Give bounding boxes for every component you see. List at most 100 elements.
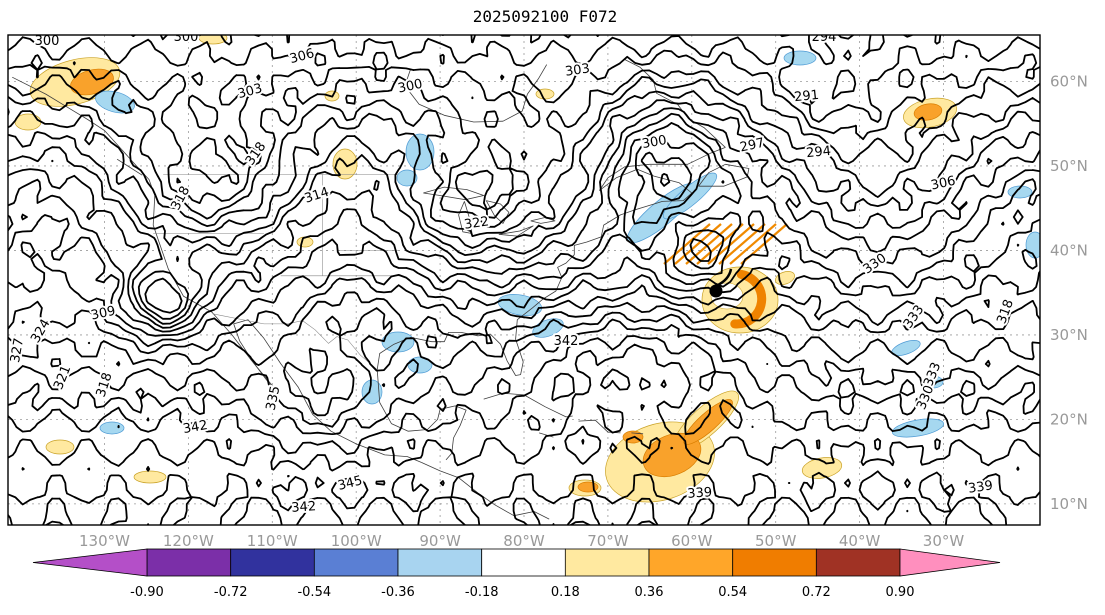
contour-line xyxy=(8,335,1040,455)
contour-label: 318 xyxy=(994,298,1017,326)
coastline xyxy=(631,432,644,435)
lat-tick-label: 60°N xyxy=(1050,72,1088,90)
lat-tick-label: 20°N xyxy=(1050,410,1088,428)
contour-label: 294 xyxy=(806,144,832,162)
contour-label: 291 xyxy=(794,88,820,106)
map-frame xyxy=(7,34,1041,526)
lon-tick-label: 120°W xyxy=(163,532,214,550)
lon-tick-label: 110°W xyxy=(247,532,298,550)
contour-label: 330 xyxy=(914,383,937,412)
shaded-region-warm2 xyxy=(683,399,733,445)
colorbar-segment xyxy=(481,548,566,577)
colorbar-tick-label: 0.90 xyxy=(886,585,915,600)
contour-label: 339 xyxy=(967,478,994,496)
shaded-region-cold xyxy=(99,421,125,435)
shaded-region-cold xyxy=(1025,231,1040,259)
contour-line xyxy=(8,69,1040,228)
coastline xyxy=(624,59,726,148)
colorbar-over-arrow xyxy=(899,548,1001,577)
colorbar-under-arrow xyxy=(32,548,148,577)
lon-tick-label: 130°W xyxy=(79,532,130,550)
contour-line xyxy=(8,173,1040,355)
colorbar-segment xyxy=(815,548,901,577)
coastline xyxy=(423,186,485,201)
shaded-region-cold xyxy=(361,379,383,405)
colorbar-segment xyxy=(648,548,734,577)
contour-line xyxy=(8,49,1040,219)
contour-line xyxy=(8,137,1040,337)
contour-line xyxy=(8,151,1040,348)
colorbar-tick-label: 0.36 xyxy=(635,585,664,600)
lat-tick-label: 30°N xyxy=(1050,326,1088,344)
shaded-region-warm2 xyxy=(913,103,943,121)
contour-label: 294 xyxy=(812,30,837,45)
colorbar-tick-label: -0.90 xyxy=(130,585,164,600)
lon-tick-label: 80°W xyxy=(503,532,545,550)
shaded-region-cold xyxy=(922,375,944,389)
lon-tick-label: 100°W xyxy=(331,532,382,550)
contour-label: 300 xyxy=(35,34,60,49)
colorbar: -0.90 -0.72 -0.54 -0.36 -0.18 0.18 0.36 0.54 0.7… xyxy=(32,548,1001,600)
contour-line xyxy=(8,291,1040,417)
contour-label: 303 xyxy=(236,81,264,102)
lon-tick-label: 30°W xyxy=(923,532,965,550)
colorbar-tick-label: 0.54 xyxy=(718,585,747,600)
contour-label: 297 xyxy=(739,136,766,156)
hatch-line xyxy=(729,223,777,265)
contour-line xyxy=(8,307,1040,428)
contour-label: 342 xyxy=(182,418,209,437)
colorbar-segment xyxy=(230,548,315,577)
shaded-region-cold xyxy=(95,90,135,114)
lon-tick-label: 50°W xyxy=(755,532,797,550)
colorbar-segment xyxy=(146,548,232,577)
contour-label-layer: 300 300 303 306 300 303 294 291 300 297 294 306 318 3… xyxy=(8,30,1019,518)
coastline xyxy=(538,432,554,438)
lat-tick-label: 50°N xyxy=(1050,157,1088,175)
contour-line xyxy=(8,99,1040,320)
contour-line xyxy=(8,112,1040,329)
contour-line xyxy=(8,35,1040,185)
shaded-region-warm1 xyxy=(801,457,843,479)
contour-line xyxy=(8,76,1040,237)
coastline xyxy=(530,217,556,224)
shaded-region-cold xyxy=(783,50,817,66)
contour-label: 300 xyxy=(174,30,199,45)
contour-label: 342 xyxy=(291,499,317,516)
colorbar-tick-label: 0.72 xyxy=(802,585,831,600)
contour-label: 318 xyxy=(94,371,116,399)
contour-label: 327 xyxy=(8,337,27,364)
shaded-region-warm1 xyxy=(45,439,75,455)
coastline xyxy=(485,200,510,224)
lon-tick-label: 40°W xyxy=(839,532,881,550)
lon-tick-label: 70°W xyxy=(587,532,629,550)
colorbar-tick-label: 0.18 xyxy=(551,585,580,600)
colorbar-segment xyxy=(732,548,817,577)
colorbar-segment xyxy=(313,548,399,577)
coastline xyxy=(116,158,143,176)
coastline xyxy=(376,369,467,461)
marker-layer xyxy=(709,268,733,298)
contour-line xyxy=(8,122,1040,333)
contour-layer xyxy=(8,35,1040,525)
coastline xyxy=(404,64,548,123)
contour-label: 335 xyxy=(264,385,284,412)
contour-label: 309 xyxy=(90,304,117,324)
contour-label: 306 xyxy=(288,46,316,67)
lat-tick-label: 10°N xyxy=(1050,495,1088,513)
contour-label: 300 xyxy=(397,77,424,97)
chart-title: 2025092100 F072 xyxy=(473,7,618,26)
lat-tick-label: 40°N xyxy=(1050,241,1088,259)
shaded-region-cold xyxy=(396,169,418,187)
contour-line xyxy=(8,343,1040,489)
contour-label: 303 xyxy=(564,61,591,79)
hatch-layer xyxy=(663,223,788,265)
colorbar-tick-label: -0.36 xyxy=(381,585,415,600)
colorbar-tick-label: -0.18 xyxy=(465,585,499,600)
colorbar-tick-label: -0.72 xyxy=(214,585,248,600)
contour-line xyxy=(8,90,1040,314)
contour-label: 321 xyxy=(51,363,74,392)
lon-tick-label: 90°W xyxy=(419,532,461,550)
border-line xyxy=(212,313,378,370)
colorbar-segment xyxy=(397,548,483,577)
